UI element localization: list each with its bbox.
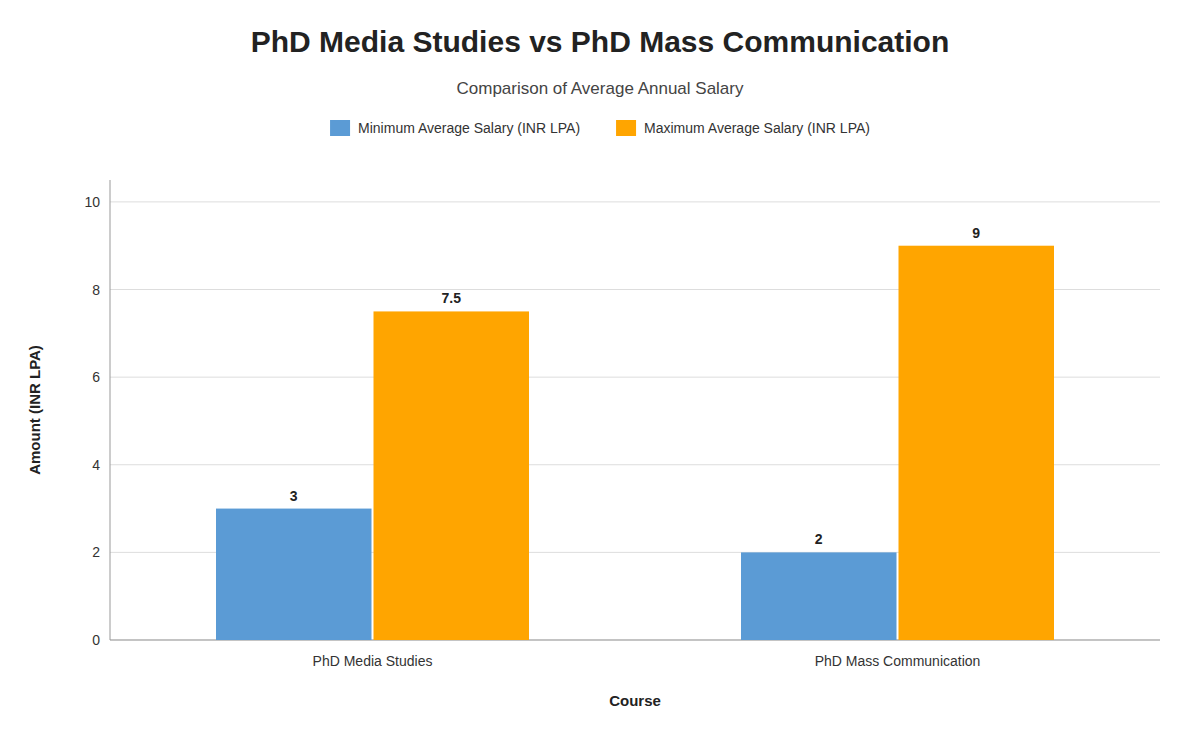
bar [741,552,897,640]
bar [216,509,372,640]
y-tick-label: 6 [92,369,100,385]
x-tick-label: PhD Mass Communication [815,653,981,669]
legend: Minimum Average Salary (INR LPA) Maximum … [330,120,870,136]
data-label: 9 [972,225,980,241]
x-tick-label: PhD Media Studies [313,653,433,669]
legend-label: Minimum Average Salary (INR LPA) [358,120,580,136]
title: PhD Media Studies vs PhD Mass Communicat… [251,25,949,58]
x-axis-label: Course [609,692,661,709]
data-labels: 327.59 [290,225,981,548]
y-tick-label: 10 [84,194,100,210]
bar [899,246,1055,640]
legend-item: Maximum Average Salary (INR LPA) [616,120,870,136]
grid-line [110,201,1160,202]
legend-swatch [330,120,350,136]
y-axis: 0 2 4 6 8 10 [84,180,1160,648]
legend-label: Maximum Average Salary (INR LPA) [644,120,870,136]
data-label: 7.5 [442,290,462,306]
y-tick-label: 4 [92,457,100,473]
x-axis: PhD Media Studies PhD Mass Communication [313,653,981,669]
y-tick-label: 2 [92,544,100,560]
y-axis-label: Amount (INR LPA) [26,345,43,475]
legend-item: Minimum Average Salary (INR LPA) [330,120,580,136]
data-label: 2 [815,531,823,547]
subtitle: Comparison of Average Annual Salary [457,79,744,98]
y-axis-line [110,180,111,640]
y-tick-label: 8 [92,282,100,298]
bar [374,311,530,640]
y-tick-label: 0 [92,632,100,648]
chart-svg: PhD Media Studies vs PhD Mass Communicat… [0,0,1200,742]
data-label: 3 [290,488,298,504]
bars [216,246,1054,640]
legend-swatch [616,120,636,136]
chart-container: PhD Media Studies vs PhD Mass Communicat… [0,0,1200,742]
background [0,0,1200,742]
